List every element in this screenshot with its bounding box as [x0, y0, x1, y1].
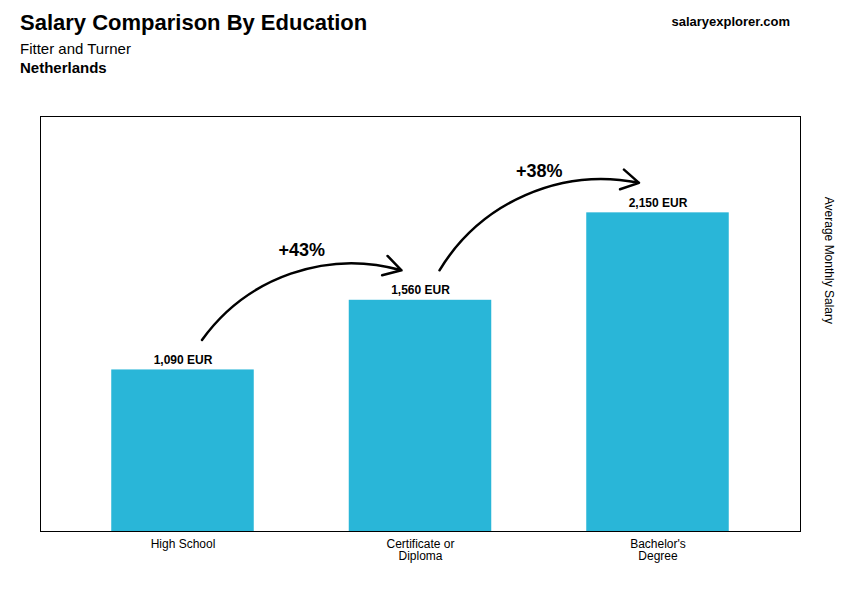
- svg-text:1,090 EUR: 1,090 EUR: [154, 353, 213, 367]
- svg-text:Certificate orDiploma: Certificate orDiploma: [386, 537, 454, 563]
- svg-text:1,560 EUR: 1,560 EUR: [391, 283, 450, 297]
- html-text:salaryexplorer.com: salaryexplorer.com: [671, 14, 790, 29]
- svg-text:Bachelor'sDegree: Bachelor'sDegree: [630, 537, 686, 563]
- svg-text:Average Monthly Salary: Average Monthly Salary: [822, 197, 836, 324]
- html-text:Netherlands: Netherlands: [20, 59, 107, 76]
- svg-text:+43%: +43%: [278, 240, 325, 260]
- svg-text:+38%: +38%: [516, 161, 563, 181]
- html-text:Fitter and Turner: Fitter and Turner: [20, 40, 131, 57]
- svg-text:2,150 EUR: 2,150 EUR: [629, 196, 688, 210]
- html-text:Salary Comparison By Education: Salary Comparison By Education: [20, 10, 368, 35]
- svg-text:High School: High School: [151, 537, 216, 551]
